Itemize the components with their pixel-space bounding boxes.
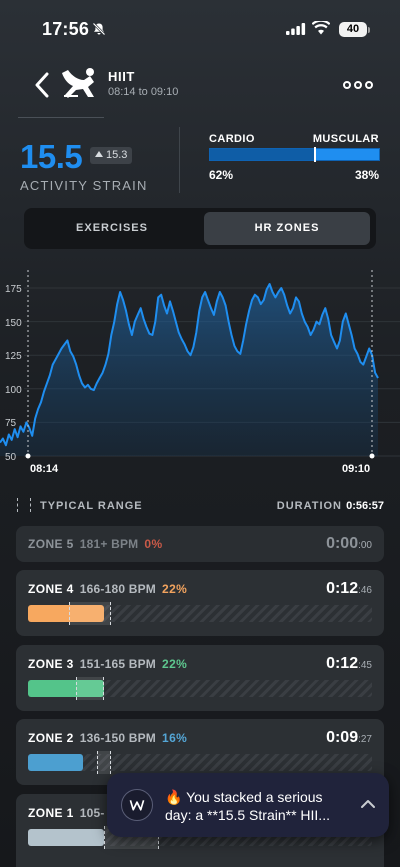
y-tick-125: 125 [5,351,22,362]
y-tick-50: 50 [5,452,17,463]
zone-name: ZONE 2 [28,731,74,745]
y-tick-100: 100 [5,385,22,396]
wifi-icon [312,21,330,35]
tab-exercises[interactable]: EXERCISES [76,222,148,234]
x-start-label: 08:14 [30,463,59,475]
status-time: 17:56 [42,19,90,39]
cardio-label: CARDIO [209,133,255,145]
zone-typical-range [76,677,104,700]
strain-badge-value: 15.3 [106,149,128,161]
zone-bpm: 136-150 BPM [79,731,156,745]
zone-time-seconds: :46 [358,585,372,596]
zone-bar-fill [28,829,104,846]
end-marker-dot [369,453,375,459]
status-bar: 17:56 40 [0,0,400,58]
zone-percent: 22% [162,657,188,671]
back-chevron-icon[interactable] [33,72,51,98]
x-end-label: 09:10 [342,463,370,475]
zone-bpm: 151-165 BPM [79,657,156,671]
y-tick-175: 175 [5,284,22,295]
strain-change-badge: 15.3 [90,147,133,164]
activity-time-range: 08:14 to 09:10 [108,86,179,98]
start-marker-dot [25,453,31,459]
battery-indicator: 40 [339,22,367,37]
tab-hr-zones[interactable]: HR ZONES [204,212,370,245]
notification-message: You stacked a serious day: a **15.5 Stra… [165,789,330,823]
zone-bpm: 181+ BPM [79,537,139,551]
zone-bar-track [28,751,372,774]
zone-name: ZONE 3 [28,657,74,671]
duration-value: 0:56:57 [346,500,384,512]
zone-5-card[interactable]: ZONE 5 181+ BPM 0% 0:00:00 [16,526,384,562]
zone-bar-fill [28,754,84,771]
heart-rate-chart: 175 150 125 100 75 50 08:14 09:10 [0,270,400,475]
vertical-divider [179,127,180,193]
view-tabs: EXERCISES HR ZONES [24,208,376,249]
duration-label: DURATION [276,500,342,512]
zone-name: ZONE 5 [28,537,74,551]
zone-percent: 0% [144,537,163,551]
zone-percent: 16% [162,731,188,745]
zone-time-seconds: :00 [358,540,372,551]
zone-time: 0:12:45 [326,655,372,673]
muscular-label: MUSCULAR [312,133,379,145]
zone-bar-fill [28,680,104,697]
zone-bpm: 166-180 BPM [79,582,156,596]
fire-emoji-icon: 🔥 [165,789,183,805]
zone-bar-fill [28,605,104,622]
zone-3-heading: ZONE 3 151-165 BPM 22% [28,657,187,671]
typical-range-label: TYPICAL RANGE [40,500,143,512]
zone-name: ZONE 4 [28,582,74,596]
zone-bar-track [28,602,372,625]
split-marker [313,147,316,162]
y-tick-150: 150 [5,318,22,329]
zone-2-heading: ZONE 2 136-150 BPM 16% [28,731,187,745]
zone-time-main: 0:12 [326,655,359,672]
chevron-up-icon[interactable] [360,797,376,811]
cardio-fill [210,149,315,160]
zone-time-main: 0:12 [326,580,359,597]
more-options-icon[interactable] [343,80,373,90]
zone-bar-track [28,677,372,700]
zone-3-card[interactable]: ZONE 3 151-165 BPM 22% 0:12:45 [16,645,384,711]
zone-time-seconds: :27 [358,734,372,745]
zone-1-heading: ZONE 1 105- [28,806,105,820]
notification-text: 🔥 You stacked a serious day: a **15.5 St… [165,788,351,824]
zone-typical-range [69,602,111,625]
zone-time: 0:12:46 [326,580,372,598]
notification-toast[interactable]: 🔥 You stacked a serious day: a **15.5 St… [107,773,389,837]
zone-time-main: 0:00 [326,535,359,552]
zone-4-card[interactable]: ZONE 4 166-180 BPM 22% 0:12:46 [16,570,384,636]
zone-4-heading: ZONE 4 166-180 BPM 22% [28,582,187,596]
zone-name: ZONE 1 [28,806,74,820]
hr-line [0,283,379,447]
up-triangle-icon [95,151,103,157]
zone-time: 0:09:27 [326,729,372,747]
bell-muted-icon [92,22,106,36]
zone-time-main: 0:09 [326,729,359,746]
zone-typical-range [96,751,111,774]
whoop-logo-icon [121,789,153,821]
typical-range-swatch [17,498,31,512]
zone-time: 0:00:00 [326,535,372,553]
cardio-muscular-bar [209,147,380,162]
zone-bpm: 105- [79,806,105,820]
hiit-activity-icon [62,68,94,98]
hr-area-fill [0,284,378,456]
cardio-percent: 62% [209,168,234,182]
cellular-signal-icon [286,23,306,35]
zone-percent: 22% [162,582,188,596]
zone-5-heading: ZONE 5 181+ BPM 0% [28,537,163,551]
y-tick-75: 75 [5,418,17,429]
battery-tip [368,27,370,33]
header-divider [18,117,104,118]
muscular-percent: 38% [354,168,379,182]
activity-title: HIIT [108,69,135,84]
strain-label: ACTIVITY STRAIN [20,178,148,193]
zone-time-seconds: :45 [358,660,372,671]
strain-value: 15.5 [20,138,83,175]
